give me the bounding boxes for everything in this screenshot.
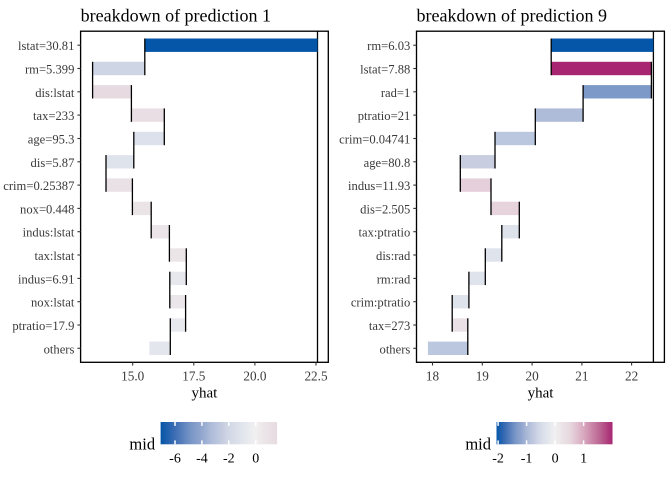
svg-text:dis=5.87: dis=5.87	[31, 156, 75, 170]
svg-text:20.0: 20.0	[243, 368, 266, 383]
svg-text:rad=1: rad=1	[381, 86, 410, 100]
svg-text:dis=2.505: dis=2.505	[360, 202, 410, 216]
svg-text:crim=0.04741: crim=0.04741	[339, 133, 410, 147]
svg-text:0: 0	[252, 452, 259, 467]
svg-text:lstat=30.81: lstat=30.81	[18, 39, 74, 53]
svg-text:1: 1	[580, 452, 587, 467]
svg-text:19: 19	[476, 368, 490, 383]
svg-text:rm=6.03: rm=6.03	[367, 39, 410, 53]
svg-text:rm=5.399: rm=5.399	[25, 63, 74, 77]
svg-text:breakdown of prediction 9: breakdown of prediction 9	[417, 5, 607, 25]
svg-text:nox=0.448: nox=0.448	[20, 202, 74, 216]
svg-text:others: others	[380, 342, 411, 356]
svg-text:tax=233: tax=233	[33, 109, 74, 123]
svg-text:18: 18	[426, 368, 440, 383]
svg-text:tax=273: tax=273	[369, 319, 410, 333]
svg-text:rm:rad: rm:rad	[377, 272, 411, 286]
svg-text:others: others	[44, 342, 75, 356]
svg-text:yhat: yhat	[191, 385, 218, 401]
svg-text:lstat=7.88: lstat=7.88	[360, 63, 410, 77]
svg-text:20: 20	[526, 368, 540, 383]
svg-text:breakdown of prediction 1: breakdown of prediction 1	[81, 5, 271, 25]
svg-text:tax:ptratio: tax:ptratio	[359, 226, 411, 240]
svg-text:age=80.8: age=80.8	[364, 156, 411, 170]
svg-text:mid: mid	[465, 435, 491, 454]
svg-text:0: 0	[552, 452, 559, 467]
svg-text:tax:lstat: tax:lstat	[35, 249, 75, 263]
svg-text:age=95.3: age=95.3	[28, 133, 75, 147]
svg-text:indus=6.91: indus=6.91	[18, 272, 74, 286]
svg-text:-2: -2	[492, 452, 504, 467]
svg-text:-6: -6	[169, 452, 181, 467]
svg-text:-2: -2	[223, 452, 235, 467]
svg-text:-1: -1	[521, 452, 533, 467]
svg-text:ptratio=21: ptratio=21	[358, 109, 411, 123]
svg-text:crim:ptratio: crim:ptratio	[351, 296, 410, 310]
svg-text:yhat: yhat	[528, 385, 555, 401]
svg-text:21: 21	[575, 368, 588, 383]
svg-text:ptratio=17.9: ptratio=17.9	[12, 319, 74, 333]
svg-text:dis:rad: dis:rad	[376, 249, 411, 263]
svg-text:dis:lstat: dis:lstat	[35, 86, 75, 100]
svg-text:22: 22	[625, 368, 638, 383]
svg-text:nox:lstat: nox:lstat	[31, 296, 75, 310]
svg-text:15.0: 15.0	[121, 368, 144, 383]
svg-text:mid: mid	[129, 435, 155, 454]
svg-text:-4: -4	[196, 452, 208, 467]
svg-text:indus=11.93: indus=11.93	[348, 179, 410, 193]
svg-text:17.5: 17.5	[182, 368, 205, 383]
svg-text:crim=0.25387: crim=0.25387	[3, 179, 74, 193]
svg-text:indus:lstat: indus:lstat	[23, 226, 75, 240]
svg-text:22.5: 22.5	[304, 368, 327, 383]
